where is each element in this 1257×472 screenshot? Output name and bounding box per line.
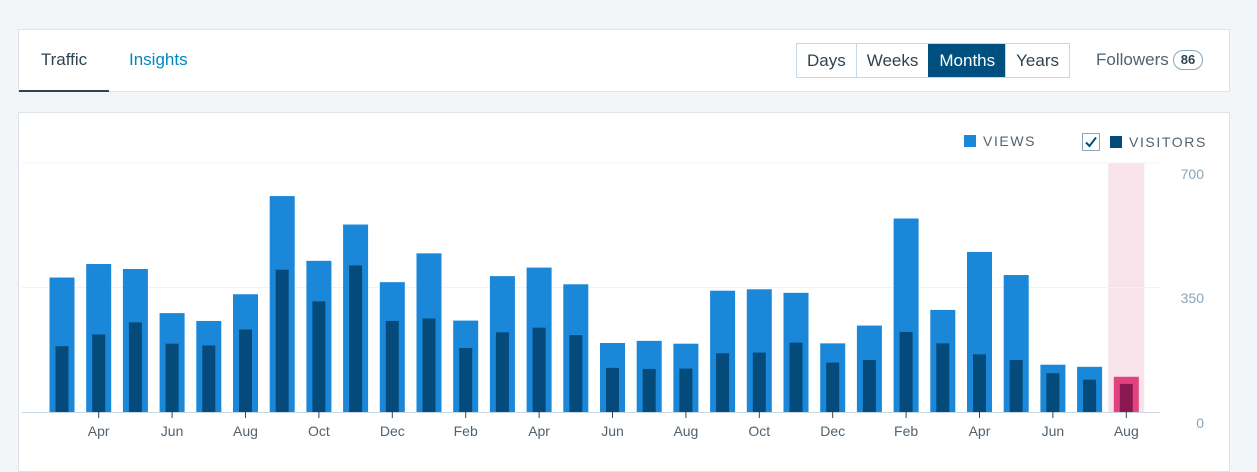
visitors-bar[interactable] [55,346,69,412]
visitors-bar[interactable] [716,353,730,412]
visitors-bar[interactable] [1119,383,1133,412]
traffic-bar-chart: Apr Jun Aug Oct Dec Feb Apr Jun Aug Oct Dec Feb Apr J… [22,162,1205,439]
legend-views-label: VIEWS [983,133,1037,149]
x-tick-label: Aug [673,423,698,439]
followers-count-badge: 86 [1172,50,1204,70]
visitors-bar[interactable] [899,331,913,412]
checkmark-icon [1085,136,1097,148]
visitors-bar[interactable] [92,334,106,412]
y-tick-label: 350 [1181,290,1205,306]
visitors-bar[interactable] [495,332,509,412]
visitors-bar[interactable] [1046,373,1060,412]
period-years-button[interactable]: Years [1005,44,1069,77]
x-tick-label: Apr [88,423,110,439]
visitors-bar[interactable] [165,343,179,412]
visitors-bar[interactable] [936,343,950,412]
visitors-bar[interactable] [128,322,142,412]
x-tick-label: Oct [748,423,770,439]
legend-visitors-label: VISITORS [1129,134,1207,150]
visitors-bar[interactable] [752,352,766,412]
visitors-bar[interactable] [1009,360,1023,412]
stats-nav-bar: Traffic Insights Days Weeks Months Years… [18,29,1230,92]
visitors-bar[interactable] [862,360,876,412]
x-tick-label: Feb [894,423,918,439]
visitors-bar[interactable] [459,347,473,412]
visitors-bar[interactable] [826,362,840,412]
visitors-bar[interactable] [679,368,693,412]
visitors-bar[interactable] [275,269,289,412]
visitors-bar[interactable] [973,354,986,412]
x-tick-label: Aug [1114,423,1139,439]
x-tick-label: Dec [820,423,845,439]
x-tick-label: Jun [601,423,624,439]
visitors-bar[interactable] [789,342,803,412]
visitors-bar[interactable] [385,320,399,412]
visitors-bar[interactable] [532,327,546,412]
x-tick-label: Feb [454,423,478,439]
tab-insights[interactable]: Insights [129,50,188,69]
period-weeks-button[interactable]: Weeks [855,44,929,77]
legend-views: VIEWS [964,133,1036,149]
visitors-bar[interactable] [642,368,656,412]
period-days-button[interactable]: Days [797,44,856,77]
y-tick-label: 0 [1196,415,1204,431]
visitors-bar[interactable] [1083,379,1097,412]
visitors-bar[interactable] [349,265,363,412]
tab-traffic[interactable]: Traffic [19,30,109,92]
visitors-bar[interactable] [202,345,216,412]
period-selector: Days Weeks Months Years [796,43,1070,78]
x-tick-label: Apr [969,423,991,439]
y-tick-label: 700 [1181,166,1205,182]
visitors-bar[interactable] [422,318,436,412]
x-tick-label: Oct [308,423,330,439]
legend-visitors: VISITORS [1082,133,1207,151]
x-tick-label: Apr [528,423,550,439]
visitors-bar[interactable] [569,335,583,412]
visitors-bar[interactable] [606,367,619,412]
visitors-bar[interactable] [312,301,326,412]
visitors-bar[interactable] [239,329,252,412]
x-tick-label: Dec [380,423,405,439]
x-tick-label: Jun [1042,423,1065,439]
followers-label: Followers [1096,50,1169,69]
visitors-swatch-icon [1110,136,1122,148]
period-months-button[interactable]: Months [928,44,1006,77]
x-tick-label: Jun [161,423,184,439]
followers-link[interactable]: Followers 86 [1096,50,1204,70]
views-swatch-icon [964,135,976,147]
x-tick-label: Aug [233,423,258,439]
visitors-checkbox[interactable] [1082,133,1100,151]
